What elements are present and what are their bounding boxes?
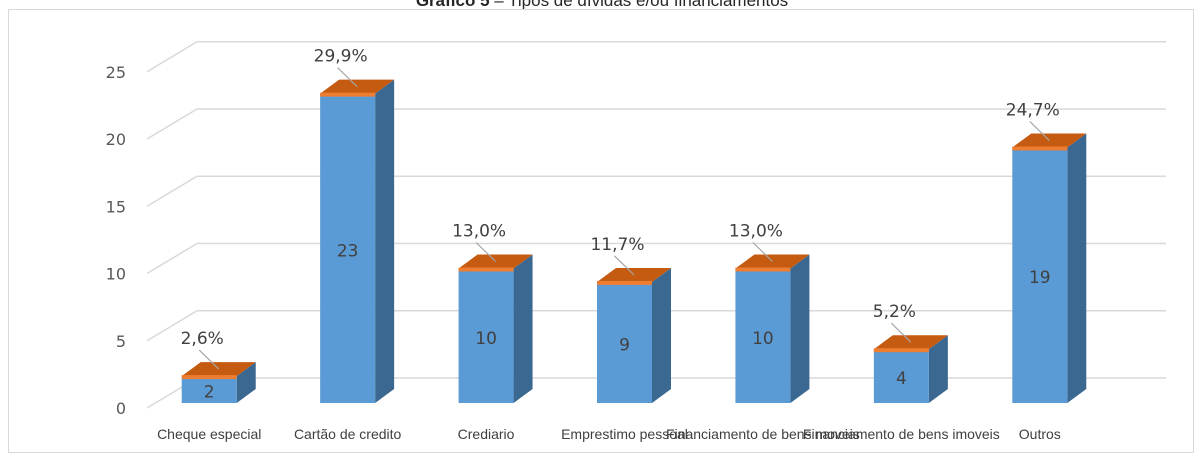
bar <box>735 268 791 403</box>
chart-title-bold: Gráfico 5 <box>415 0 490 10</box>
y-tick-label: 0 <box>116 399 126 418</box>
y-tick-label: 10 <box>106 265 126 284</box>
bar-side <box>928 335 948 403</box>
x-tick-label: Crediario <box>458 426 515 442</box>
x-tick-label: Cheque especial <box>157 426 261 442</box>
grid-diagonal-3 <box>146 175 198 207</box>
bar-percent-label: 11,7% <box>590 235 644 255</box>
bar-side <box>652 267 671 403</box>
bar <box>181 376 237 403</box>
bar <box>1012 147 1068 403</box>
bar <box>320 93 376 404</box>
bar-side <box>790 254 810 403</box>
y-tick-label: 20 <box>106 130 126 149</box>
x-tick-label: Financiamento de bens imoveis <box>803 426 1000 442</box>
bar-top-edge <box>1012 146 1068 151</box>
bar <box>873 349 929 403</box>
bar-percent-label: 5,2% <box>873 302 916 322</box>
bar-top-edge <box>458 267 514 272</box>
bar-percent-label: 2,6% <box>181 329 224 349</box>
bar-side <box>375 79 395 404</box>
grid-diagonal-4 <box>146 108 198 140</box>
bar <box>458 268 514 403</box>
chart-area <box>8 9 1194 453</box>
chart-title: Gráfico 5 – Tipos de dívidas e/ou financ… <box>0 0 1204 11</box>
bar-value-label: 23 <box>337 241 359 261</box>
grid-diagonal-2 <box>146 242 198 275</box>
bar-value-label: 4 <box>896 369 907 389</box>
y-tick-label: 25 <box>106 63 126 82</box>
chart-title-rest: – Tipos de dívidas e/ou financiamentos <box>489 0 789 10</box>
bar-top-edge <box>320 92 376 97</box>
bar-top-edge <box>873 348 929 353</box>
y-tick-label: 5 <box>116 332 126 351</box>
bar-top-edge <box>181 375 237 380</box>
bar-percent-label: 29,9% <box>314 47 368 67</box>
x-tick-label: Financiamento de bens moveis <box>666 426 860 442</box>
x-tick-label: Emprestimo pessoal <box>561 426 688 442</box>
bar-value-label: 10 <box>752 329 774 349</box>
bar-percent-label: 24,7% <box>1006 100 1060 120</box>
bar-percent-label: 13,0% <box>729 222 783 242</box>
bar-side <box>513 254 533 403</box>
bar-side <box>1067 133 1087 403</box>
y-tick-label: 15 <box>106 197 126 216</box>
leader-line <box>337 67 358 88</box>
bar-top-edge <box>735 267 791 272</box>
bar-value-label: 9 <box>619 335 630 355</box>
leader-line <box>890 322 912 343</box>
x-tick-label: Outros <box>1019 426 1061 442</box>
leader-line <box>752 242 773 262</box>
grid-diagonal-5 <box>146 41 198 73</box>
bar <box>597 281 652 403</box>
bar-percent-label: 13,0% <box>452 222 506 242</box>
bar-value-label: 2 <box>204 383 215 403</box>
x-tick-label: Cartão de credito <box>294 426 402 442</box>
bar-side <box>236 362 256 403</box>
grid-diagonal-1 <box>146 310 198 342</box>
leader-line <box>1029 121 1050 141</box>
leader-line <box>198 349 220 370</box>
bar-top-edge <box>597 280 652 285</box>
leader-line <box>614 255 635 276</box>
bar-value-label: 19 <box>1029 268 1051 288</box>
leader-line <box>475 242 496 262</box>
bar-value-label: 10 <box>475 329 497 349</box>
